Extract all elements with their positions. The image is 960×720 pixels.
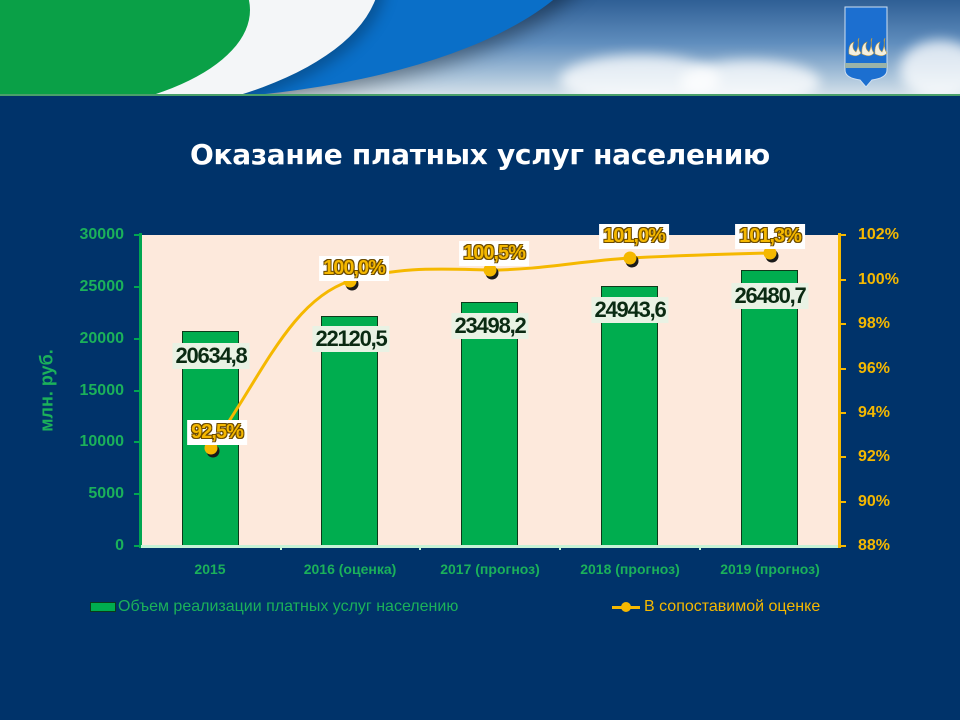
y2-tick-label: 96% xyxy=(858,360,891,377)
y-tick-label: 5000 xyxy=(88,485,124,502)
line-point xyxy=(623,251,637,265)
tick-bottom xyxy=(280,545,282,550)
x-tick-label: 2018 (прогноз) xyxy=(580,561,680,577)
line-value-label: 92,5% xyxy=(187,420,247,445)
y2-tick-label: 92% xyxy=(858,448,891,465)
line-value-label: 101,3% xyxy=(735,224,805,249)
bar-2018 xyxy=(601,286,658,546)
tick-right xyxy=(838,234,846,236)
y-axis-right xyxy=(838,233,841,548)
banner-divider xyxy=(0,94,960,96)
tick-right xyxy=(838,323,846,325)
y2-tick-label: 100% xyxy=(858,271,899,288)
tick-right xyxy=(838,545,846,547)
line-value-label: 100,5% xyxy=(459,241,529,266)
tick-right xyxy=(838,412,846,414)
x-tick-label: 2019 (прогноз) xyxy=(720,561,820,577)
tick-left xyxy=(134,338,141,340)
y-tick-label: 0 xyxy=(115,537,124,554)
legend-item-bar: Объем реализации платных услуг населению xyxy=(90,598,458,616)
y-tick-label: 25000 xyxy=(79,278,125,295)
tick-right xyxy=(838,279,846,281)
legend-bar-label: Объем реализации платных услуг населению xyxy=(118,598,459,615)
bar-value-label: 20634,8 xyxy=(172,343,250,369)
tick-left xyxy=(134,234,141,236)
tick-left xyxy=(134,441,141,443)
header-banner xyxy=(0,0,960,95)
y-axis-title: млн. руб. xyxy=(36,349,57,432)
tick-right xyxy=(838,456,846,458)
x-tick-label: 2016 (оценка) xyxy=(303,561,397,577)
bar-2019 xyxy=(741,270,798,546)
y-tick-label: 15000 xyxy=(79,382,125,399)
slide-title: Оказание платных услуг населению xyxy=(190,138,770,171)
y2-tick-label: 98% xyxy=(858,315,891,332)
y-tick-label: 20000 xyxy=(79,330,125,347)
tick-left xyxy=(134,390,141,392)
line-point xyxy=(483,263,497,277)
bar-value-label: 22120,5 xyxy=(312,326,390,352)
bar-value-label: 26480,7 xyxy=(731,283,809,309)
line-value-label: 101,0% xyxy=(599,224,669,249)
y2-tick-label: 90% xyxy=(858,493,891,510)
coat-of-arms-icon xyxy=(844,6,888,88)
tick-left xyxy=(134,493,141,495)
y2-tick-label: 102% xyxy=(858,226,899,243)
x-tick-label: 2017 (прогноз) xyxy=(440,561,540,577)
bar-value-label: 23498,2 xyxy=(451,313,529,339)
tick-right xyxy=(838,501,846,503)
tick-bottom xyxy=(699,545,701,550)
tick-bottom xyxy=(559,545,561,550)
y-tick-label: 10000 xyxy=(79,433,125,450)
x-tick-label: 2015 xyxy=(194,561,226,577)
legend-line-marker-icon xyxy=(612,601,640,612)
bar-value-label: 24943,6 xyxy=(591,297,669,323)
tick-left xyxy=(134,286,141,288)
legend-bar-swatch-icon xyxy=(90,602,116,612)
tick-right xyxy=(838,368,846,370)
y-tick-label: 30000 xyxy=(79,226,125,243)
y2-tick-label: 94% xyxy=(858,404,891,421)
y2-tick-label: 88% xyxy=(858,537,891,554)
line-value-label: 100,0% xyxy=(319,256,389,281)
tick-left xyxy=(134,545,141,547)
x-axis xyxy=(141,545,838,548)
legend-item-line: В сопоставимой оценке xyxy=(612,598,820,616)
line-point xyxy=(763,246,777,260)
tick-bottom xyxy=(419,545,421,550)
legend-line-label: В сопоставимой оценке xyxy=(644,598,821,615)
